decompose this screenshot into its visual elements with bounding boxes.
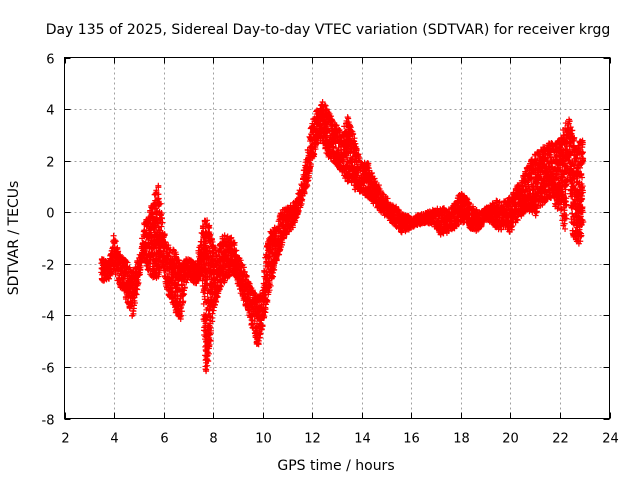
data-point	[157, 212, 164, 219]
data-point	[108, 269, 115, 276]
data-point	[217, 283, 224, 290]
data-point	[203, 366, 210, 373]
data-point	[181, 284, 188, 291]
data-point	[157, 200, 164, 207]
data-point	[179, 299, 186, 306]
data-point	[204, 217, 211, 224]
data-point	[133, 291, 140, 298]
data-point	[137, 264, 144, 271]
data-point	[209, 253, 216, 260]
data-point	[133, 285, 140, 292]
data-point	[135, 279, 142, 286]
data-point	[212, 298, 219, 305]
data-point	[177, 313, 184, 320]
chart-title: Day 135 of 2025, Sidereal Day-to-day VTE…	[46, 22, 611, 38]
data-point	[178, 312, 185, 319]
data-point	[110, 232, 117, 239]
data-point	[153, 187, 160, 194]
data-point	[175, 257, 182, 264]
data-point	[132, 290, 139, 297]
data-point	[124, 259, 131, 266]
data-point	[159, 219, 166, 226]
data-point	[206, 224, 213, 231]
data-point	[155, 273, 162, 280]
data-point	[130, 310, 137, 317]
data-point	[112, 271, 119, 278]
data-point	[158, 223, 165, 230]
data-point	[130, 305, 137, 312]
data-point	[160, 233, 167, 240]
data-point	[215, 290, 222, 297]
data-point	[205, 350, 212, 357]
data-points	[98, 98, 587, 375]
data-point	[166, 250, 173, 257]
data-point	[131, 299, 138, 306]
data-point	[123, 258, 130, 265]
data-point	[112, 238, 119, 245]
data-point	[173, 282, 180, 289]
data-point	[204, 349, 211, 356]
data-point	[106, 275, 113, 282]
data-point	[126, 264, 133, 271]
data-point	[178, 308, 185, 315]
data-point	[158, 215, 165, 222]
data-point	[204, 362, 211, 369]
data-point	[213, 252, 220, 259]
data-point	[162, 239, 169, 246]
data-point	[206, 341, 213, 348]
data-point	[205, 358, 212, 365]
data-point	[205, 224, 212, 231]
data-point	[177, 305, 184, 312]
data-point	[183, 279, 190, 286]
data-point	[209, 310, 216, 317]
data-point	[195, 275, 202, 282]
data-point	[207, 338, 214, 345]
data-point	[115, 248, 122, 255]
data-point	[111, 237, 118, 244]
data-point	[210, 243, 217, 250]
data-point	[207, 327, 214, 334]
data-point	[173, 251, 180, 258]
data-point	[155, 184, 162, 191]
data-point	[108, 270, 115, 277]
data-point	[201, 287, 208, 294]
